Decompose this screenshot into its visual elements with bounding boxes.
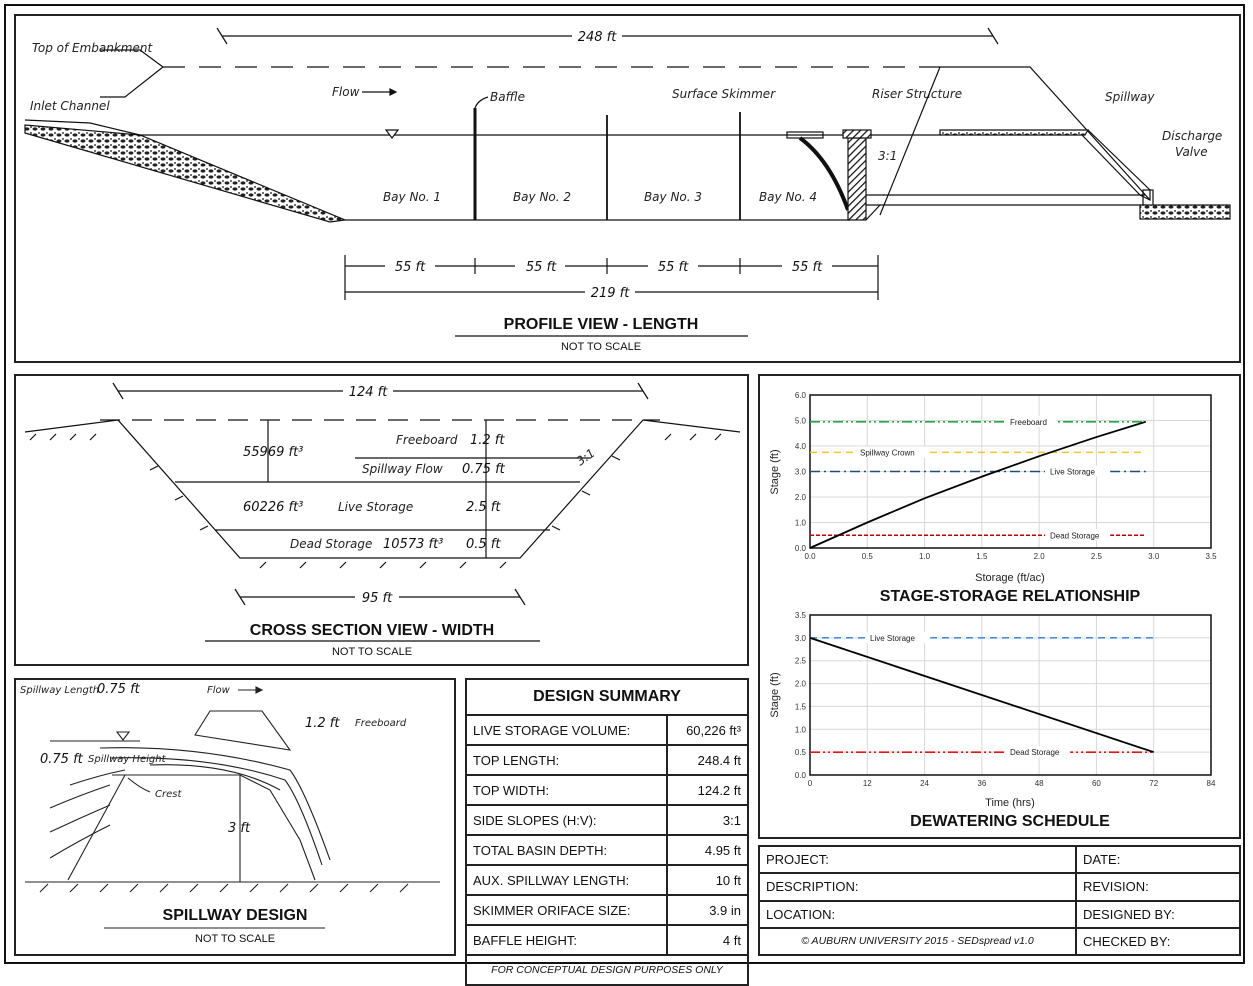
spillway-design-panel bbox=[14, 678, 456, 956]
table-row: SIDE SLOPES (H:V): 3:1 bbox=[464, 804, 749, 836]
table-row: TOP LENGTH: 248.4 ft bbox=[464, 744, 749, 776]
profile-not-to-scale: NOT TO SCALE bbox=[561, 341, 641, 353]
bay-2-length: 55 ft bbox=[526, 260, 557, 275]
table-row: TOP WIDTH: 124.2 ft bbox=[464, 774, 749, 806]
charts-panel bbox=[758, 374, 1241, 839]
spillway-label: Spillway bbox=[1105, 90, 1155, 104]
row-label: AUX. SPILLWAY LENGTH: bbox=[464, 864, 669, 896]
row-label: TOP LENGTH: bbox=[464, 744, 669, 776]
table-row: AUX. SPILLWAY LENGTH: 10 ft bbox=[464, 864, 749, 896]
cross-section-panel bbox=[14, 374, 749, 666]
design-summary-footer: FOR CONCEPTUAL DESIGN PURPOSES ONLY bbox=[465, 954, 749, 986]
design-summary-table: DESIGN SUMMARY LIVE STORAGE VOLUME: 60,22… bbox=[464, 678, 749, 986]
bay-1-label: Bay No. 1 bbox=[383, 190, 441, 204]
discharge-valve-label-2: Valve bbox=[1175, 145, 1208, 159]
top-length-dimension: 248 ft bbox=[578, 30, 618, 45]
row-value: 248.4 ft bbox=[666, 744, 749, 776]
row-value: 3.9 in bbox=[666, 894, 749, 926]
riser-structure-label: Riser Structure bbox=[872, 87, 962, 101]
row-label: BAFFLE HEIGHT: bbox=[464, 924, 669, 956]
title-block: PROJECT: DATE: DESCRIPTION: REVISION: LOCA… bbox=[758, 844, 1241, 957]
bay-4-length: 55 ft bbox=[792, 260, 823, 275]
row-value: 4.95 ft bbox=[666, 834, 749, 866]
copyright-notice: © AUBURN UNIVERSITY 2015 - SEDspread v1.… bbox=[758, 926, 1077, 957]
discharge-valve-label-1: Discharge bbox=[1162, 129, 1222, 143]
row-value: 4 ft bbox=[666, 924, 749, 956]
bottom-length-dimension: 219 ft bbox=[591, 286, 631, 301]
surface-skimmer-label: Surface Skimmer bbox=[672, 87, 776, 101]
row-label: TOP WIDTH: bbox=[464, 774, 669, 806]
project-field: PROJECT: bbox=[758, 844, 1077, 875]
row-label: SKIMMER ORIFACE SIZE: bbox=[464, 894, 669, 926]
description-field: DESCRIPTION: bbox=[758, 872, 1077, 902]
flow-label: Flow bbox=[332, 85, 360, 99]
profile-view-title: PROFILE VIEW - LENGTH bbox=[504, 316, 699, 333]
table-row: TOTAL BASIN DEPTH: 4.95 ft bbox=[464, 834, 749, 866]
checked-by-field: CHECKED BY: bbox=[1075, 926, 1241, 957]
bay-3-length: 55 ft bbox=[658, 260, 689, 275]
bay-1-length: 55 ft bbox=[395, 260, 426, 275]
bay-3-label: Bay No. 3 bbox=[644, 190, 702, 204]
row-label: TOTAL BASIN DEPTH: bbox=[464, 834, 669, 866]
profile-labels: 248 ft Top of Embankment Inlet Channel F… bbox=[30, 28, 1222, 353]
table-row: SKIMMER ORIFACE SIZE: 3.9 in bbox=[464, 894, 749, 926]
bay-4-label: Bay No. 4 bbox=[759, 190, 817, 204]
slope-label: 3:1 bbox=[878, 149, 897, 163]
design-summary-title: DESIGN SUMMARY bbox=[465, 678, 749, 716]
bay-2-label: Bay No. 2 bbox=[513, 190, 571, 204]
row-value: 3:1 bbox=[666, 804, 749, 836]
table-row: LIVE STORAGE VOLUME: 60,226 ft³ bbox=[464, 714, 749, 746]
top-of-embankment-label: Top of Embankment bbox=[32, 41, 153, 55]
designed-by-field: DESIGNED BY: bbox=[1075, 899, 1241, 929]
cross-section-drawing bbox=[0, 0, 735, 292]
location-field: LOCATION: bbox=[758, 899, 1077, 929]
inlet-channel-label: Inlet Channel bbox=[30, 99, 110, 113]
row-value: 60,226 ft³ bbox=[666, 714, 749, 746]
date-field: DATE: bbox=[1075, 844, 1241, 875]
row-value: 10 ft bbox=[666, 864, 749, 896]
table-row: BAFFLE HEIGHT: 4 ft bbox=[464, 924, 749, 956]
revision-field: REVISION: bbox=[1075, 872, 1241, 902]
baffle-label: Baffle bbox=[490, 90, 525, 104]
row-label: SIDE SLOPES (H:V): bbox=[464, 804, 669, 836]
row-label: LIVE STORAGE VOLUME: bbox=[464, 714, 669, 746]
row-value: 124.2 ft bbox=[666, 774, 749, 806]
